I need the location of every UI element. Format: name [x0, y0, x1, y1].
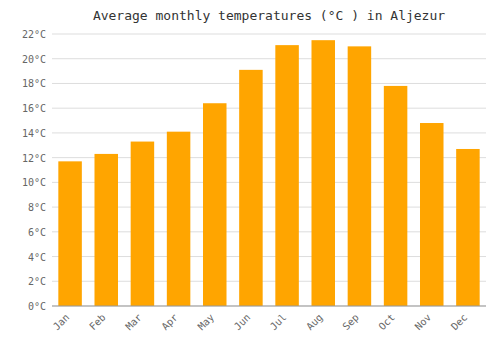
grid-line	[52, 306, 486, 307]
x-tick-label: Oct	[376, 312, 397, 333]
y-tick-label: 10°C	[22, 177, 46, 188]
x-axis-line	[52, 306, 486, 307]
y-tick-label: 18°C	[22, 78, 46, 89]
y-tick-label: 4°C	[28, 252, 46, 263]
x-tick-label: Jan	[51, 312, 72, 333]
x-tick-label: Sep	[340, 312, 361, 333]
grid-line	[52, 58, 486, 59]
y-tick-label: 0°C	[28, 301, 46, 312]
bar	[311, 40, 335, 306]
x-tick-label: Aug	[304, 312, 325, 333]
grid-line	[52, 83, 486, 84]
x-tick-label: Jun	[232, 312, 253, 333]
y-tick-label: 14°C	[22, 128, 46, 139]
title: Average monthly temperatures (°C ) in Al…	[93, 8, 445, 23]
bar	[58, 161, 82, 306]
x-tick-label: Jul	[268, 312, 289, 333]
bar	[239, 70, 263, 306]
grid-line	[52, 34, 486, 35]
grid-line	[52, 108, 486, 109]
y-tick-label: 16°C	[22, 103, 46, 114]
bar	[420, 123, 444, 306]
x-tick-label: Mar	[123, 312, 144, 333]
y-tick-label: 20°C	[22, 54, 46, 65]
y-tick-label: 2°C	[28, 276, 46, 287]
y-tick-label: 12°C	[22, 153, 46, 164]
bar	[131, 142, 155, 306]
grid	[52, 34, 486, 306]
bar	[348, 46, 372, 306]
bars	[58, 40, 479, 306]
y-tick-label: 6°C	[28, 227, 46, 238]
bar	[203, 103, 227, 306]
chart: Average monthly temperatures (°C ) in Al…	[0, 0, 500, 350]
bar	[384, 86, 408, 306]
x-tick-label: Dec	[449, 312, 470, 333]
x-tick-label: Nov	[413, 312, 434, 333]
bar	[456, 149, 480, 306]
y-tick-label: 22°C	[22, 29, 46, 40]
x-tick-label: Apr	[159, 312, 180, 333]
x-tick-label: Feb	[87, 312, 108, 333]
bar	[94, 154, 118, 306]
x-tick-label: May	[196, 312, 217, 333]
bar	[167, 132, 191, 306]
bar	[275, 45, 299, 306]
y-tick-label: 8°C	[28, 202, 46, 213]
